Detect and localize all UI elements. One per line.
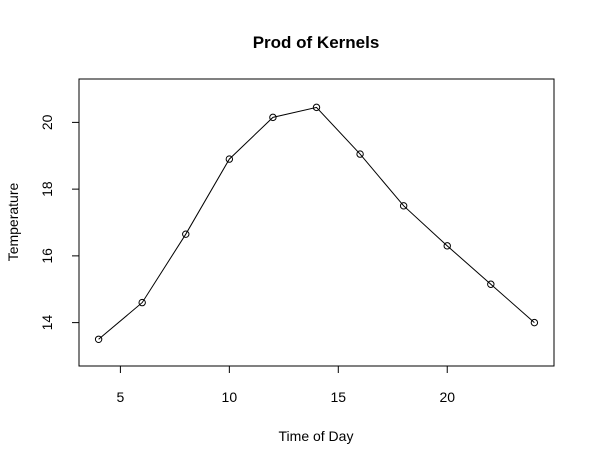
series-line <box>98 106 535 340</box>
data-point <box>399 202 408 210</box>
y-tick-label: 16 <box>39 248 55 264</box>
x-tick-label: 5 <box>117 389 125 405</box>
data-point <box>269 113 277 122</box>
data-point <box>225 155 234 163</box>
y-tick-label: 18 <box>39 181 55 197</box>
data-point <box>487 280 495 288</box>
x-tick-label: 15 <box>330 389 346 405</box>
plot-frame <box>78 78 555 367</box>
x-axis-label: Time of Day <box>279 428 354 444</box>
data-point <box>312 103 321 112</box>
data-point <box>356 150 364 158</box>
y-axis-label: Temperature <box>5 182 21 261</box>
data-point <box>530 318 539 327</box>
data-point <box>138 298 146 307</box>
y-tick-label: 20 <box>39 114 55 130</box>
data-point <box>182 230 190 238</box>
series-layer <box>94 103 539 344</box>
y-axis: 14 16 18 20 <box>39 114 80 331</box>
x-tick-label: 10 <box>222 389 238 405</box>
chart-title: Prod of Kernels <box>253 33 380 52</box>
data-point <box>443 242 451 250</box>
data-point <box>94 335 103 344</box>
x-axis: 5 10 15 20 <box>117 365 455 405</box>
x-tick-label: 20 <box>439 389 455 405</box>
y-tick-label: 14 <box>39 315 55 331</box>
